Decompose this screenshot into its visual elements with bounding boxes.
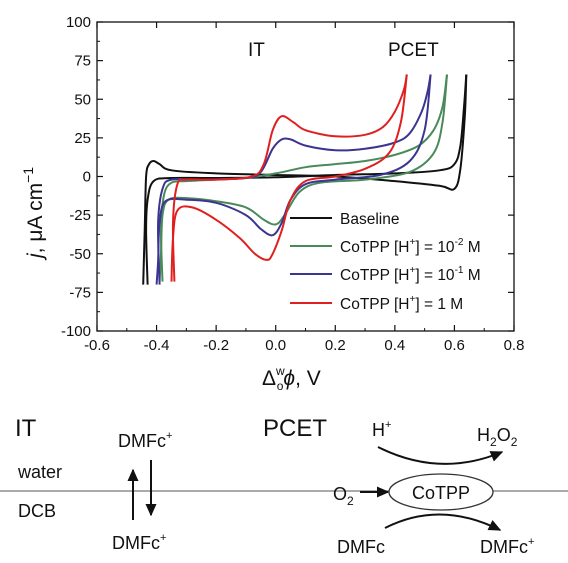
scheme-title-it: IT (15, 415, 37, 442)
h-base: H (372, 420, 385, 440)
series-baseline (142, 74, 468, 285)
cv-chart: 100 75 50 25 0 -25 -50 -75 -100 -0.6 -0.4 -0.2 0.0 0… (20, 14, 524, 393)
series-h-1e-2-reverse (158, 74, 448, 282)
legend-1e-1-main: CoTPP [H (340, 267, 410, 284)
x-axis-title: Δw oϕ, V (262, 364, 321, 393)
h2o2-sub2: 2 (511, 435, 518, 449)
y-tick-label: -25 (69, 207, 91, 224)
x-axis-title-phi: ϕ (283, 367, 295, 390)
series-h-1e-1 (155, 74, 432, 285)
it-bottom-base: DMFc (112, 533, 160, 553)
legend-1e-2-sup: + (410, 237, 416, 248)
x-tick-label: -0.2 (203, 337, 229, 354)
x-tick-labels: -0.6 -0.4 -0.2 0.0 0.2 0.4 0.6 0.8 (84, 337, 524, 354)
reaction-scheme: IT PCET water DCB DMFc+ DMFc+ H+ H2O2 O2… (0, 415, 568, 557)
y-tick-label: 100 (66, 14, 91, 31)
y-axis-title-unit: , μA cm (24, 183, 47, 253)
legend-1e-2-main: CoTPP [H (340, 239, 410, 256)
arc-arrow-bottom-icon (384, 513, 502, 531)
series-h-1m-forward (171, 74, 408, 282)
legend-label-baseline: Baseline (340, 211, 399, 228)
x-tick-label: -0.6 (84, 337, 110, 354)
scheme-title-pcet: PCET (263, 415, 327, 442)
legend-1e-2-tail: M (463, 239, 480, 256)
pcet-dmfc: DMFc (337, 537, 385, 557)
o2-base: O (333, 484, 347, 504)
h2o2-sub1: 2 (490, 435, 497, 449)
legend-1e-2-rest: ] = 10 (415, 239, 455, 256)
pcet-h2o2: H2O2 (477, 425, 518, 449)
x-tick-label: 0.0 (265, 337, 286, 354)
dmfc-out-sup: + (528, 536, 534, 548)
legend-label-1e-1: CoTPP [H+] = 10-1 M (340, 265, 481, 284)
h2o2-o: O (497, 425, 511, 445)
legend-1e-2-exp: -2 (455, 237, 464, 248)
series-layer (142, 74, 468, 285)
y-tick-label: 50 (74, 91, 91, 108)
x-axis-title-delta: Δ (262, 367, 276, 390)
x-tick-label: 0.6 (444, 337, 465, 354)
annotation-it: IT (248, 40, 265, 61)
legend-1m-rest: ] = 1 M (415, 296, 463, 313)
series-baseline-reverse (142, 74, 468, 285)
y-tick-label: 0 (83, 169, 91, 186)
it-bottom-sup: + (160, 532, 166, 544)
series-h-1m (170, 74, 408, 282)
o2-sub: 2 (347, 494, 354, 508)
y-axis-title: j, μA cm−1 (20, 167, 47, 261)
legend-1m-sup: + (410, 294, 416, 305)
x-axis-title-sup: w (275, 364, 285, 378)
phase-dcb: DCB (18, 501, 56, 521)
x-tick-label: 0.4 (384, 337, 405, 354)
pcet-o2: O2 (333, 484, 354, 508)
series-h-1e-2 (158, 74, 448, 282)
series-h-1e-2-forward (159, 74, 448, 282)
axis-ticks (96, 21, 515, 332)
catalyst-ellipse (388, 473, 494, 511)
it-dmfc-plus-bottom: DMFc+ (112, 532, 166, 553)
y-tick-label: -50 (69, 246, 91, 263)
x-tick-label: -0.4 (144, 337, 170, 354)
y-tick-label: 75 (74, 53, 91, 70)
arc-arrow-top-icon (377, 446, 504, 465)
y-axis-title-j: j (24, 252, 47, 261)
x-axis-title-sub: o (277, 379, 284, 393)
y-tick-label: 25 (74, 130, 91, 147)
pcet-dmfc-plus: DMFc+ (480, 536, 534, 557)
pcet-h-plus: H+ (372, 419, 391, 440)
h2o2-h: H (477, 425, 490, 445)
legend-1e-1-sup: + (410, 265, 416, 276)
y-tick-label: -75 (69, 284, 91, 301)
annotation-pcet: PCET (388, 40, 439, 61)
series-h-1m-reverse (170, 74, 408, 282)
it-top-base: DMFc (118, 431, 166, 451)
it-dmfc-plus-top: DMFc+ (118, 430, 172, 451)
legend: Baseline CoTPP [H+] = 10-2 M CoTPP [H+] … (290, 211, 481, 313)
y-tick-label: -100 (61, 323, 91, 340)
y-axis-title-exp: −1 (20, 167, 36, 183)
phase-water: water (17, 462, 62, 482)
x-axis-title-unit: , V (295, 367, 321, 390)
catalyst-label: CoTPP (412, 483, 470, 503)
x-tick-label: 0.8 (504, 337, 525, 354)
legend-label-1m: CoTPP [H+] = 1 M (340, 294, 463, 313)
series-h-1e-1-reverse (155, 74, 432, 285)
legend-label-1e-2: CoTPP [H+] = 10-2 M (340, 237, 481, 256)
legend-1e-1-exp: -1 (455, 265, 464, 276)
h-sup: + (385, 419, 391, 431)
legend-1m-main: CoTPP [H (340, 296, 410, 313)
x-tick-label: 0.2 (325, 337, 346, 354)
legend-1e-1-tail: M (463, 267, 480, 284)
legend-1e-1-rest: ] = 10 (415, 267, 455, 284)
series-h-1e-1-forward (157, 74, 432, 285)
dmfc-out-base: DMFc (480, 537, 528, 557)
y-tick-labels: 100 75 50 25 0 -25 -50 -75 -100 (61, 14, 91, 340)
it-top-sup: + (166, 430, 172, 442)
